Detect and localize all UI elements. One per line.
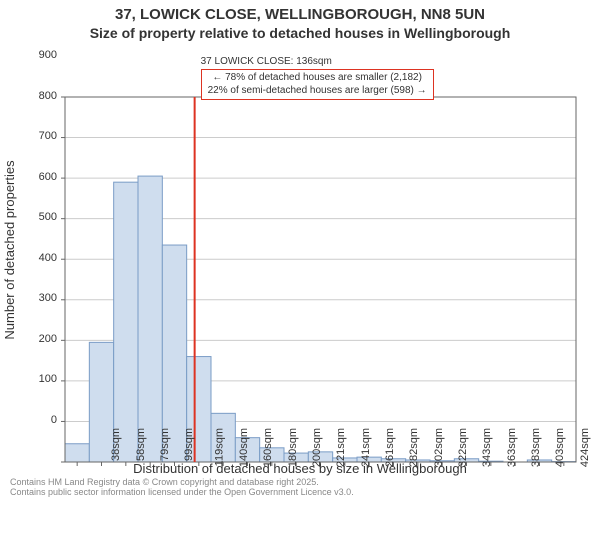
y-tick: 500: [0, 211, 57, 223]
y-tick: 200: [0, 333, 57, 345]
x-tick: 99sqm: [183, 428, 195, 461]
y-tick: 0: [0, 414, 57, 426]
y-tick: 100: [0, 373, 57, 385]
x-tick: 79sqm: [159, 428, 171, 461]
x-tick: 38sqm: [110, 428, 122, 461]
chart-container: 37, LOWICK CLOSE, WELLINGBOROUGH, NN8 5U…: [0, 0, 600, 500]
y-tick: 400: [0, 252, 57, 264]
marker-label: 37 LOWICK CLOSE: 136sqm: [201, 56, 332, 67]
y-tick: 700: [0, 130, 57, 142]
y-tick: 800: [0, 90, 57, 102]
title-block: 37, LOWICK CLOSE, WELLINGBOROUGH, NN8 5U…: [0, 0, 600, 42]
footer-attribution: Contains HM Land Registry data © Crown c…: [10, 478, 354, 498]
y-tick: 600: [0, 171, 57, 183]
x-tick: 58sqm: [135, 428, 147, 461]
annotation-box: ← 78% of detached houses are smaller (2,…: [201, 69, 434, 100]
annotation-line-2: 22% of semi-detached houses are larger (…: [208, 85, 427, 98]
title-sub: Size of property relative to detached ho…: [0, 25, 600, 43]
footer-line-2: Contains public sector information licen…: [10, 488, 354, 498]
y-tick: 300: [0, 292, 57, 304]
title-main: 37, LOWICK CLOSE, WELLINGBOROUGH, NN8 5U…: [0, 6, 600, 25]
annotation-line-1: ← 78% of detached houses are smaller (2,…: [208, 72, 427, 85]
x-axis-label: Distribution of detached houses by size …: [0, 461, 600, 476]
y-tick: 900: [0, 49, 57, 61]
